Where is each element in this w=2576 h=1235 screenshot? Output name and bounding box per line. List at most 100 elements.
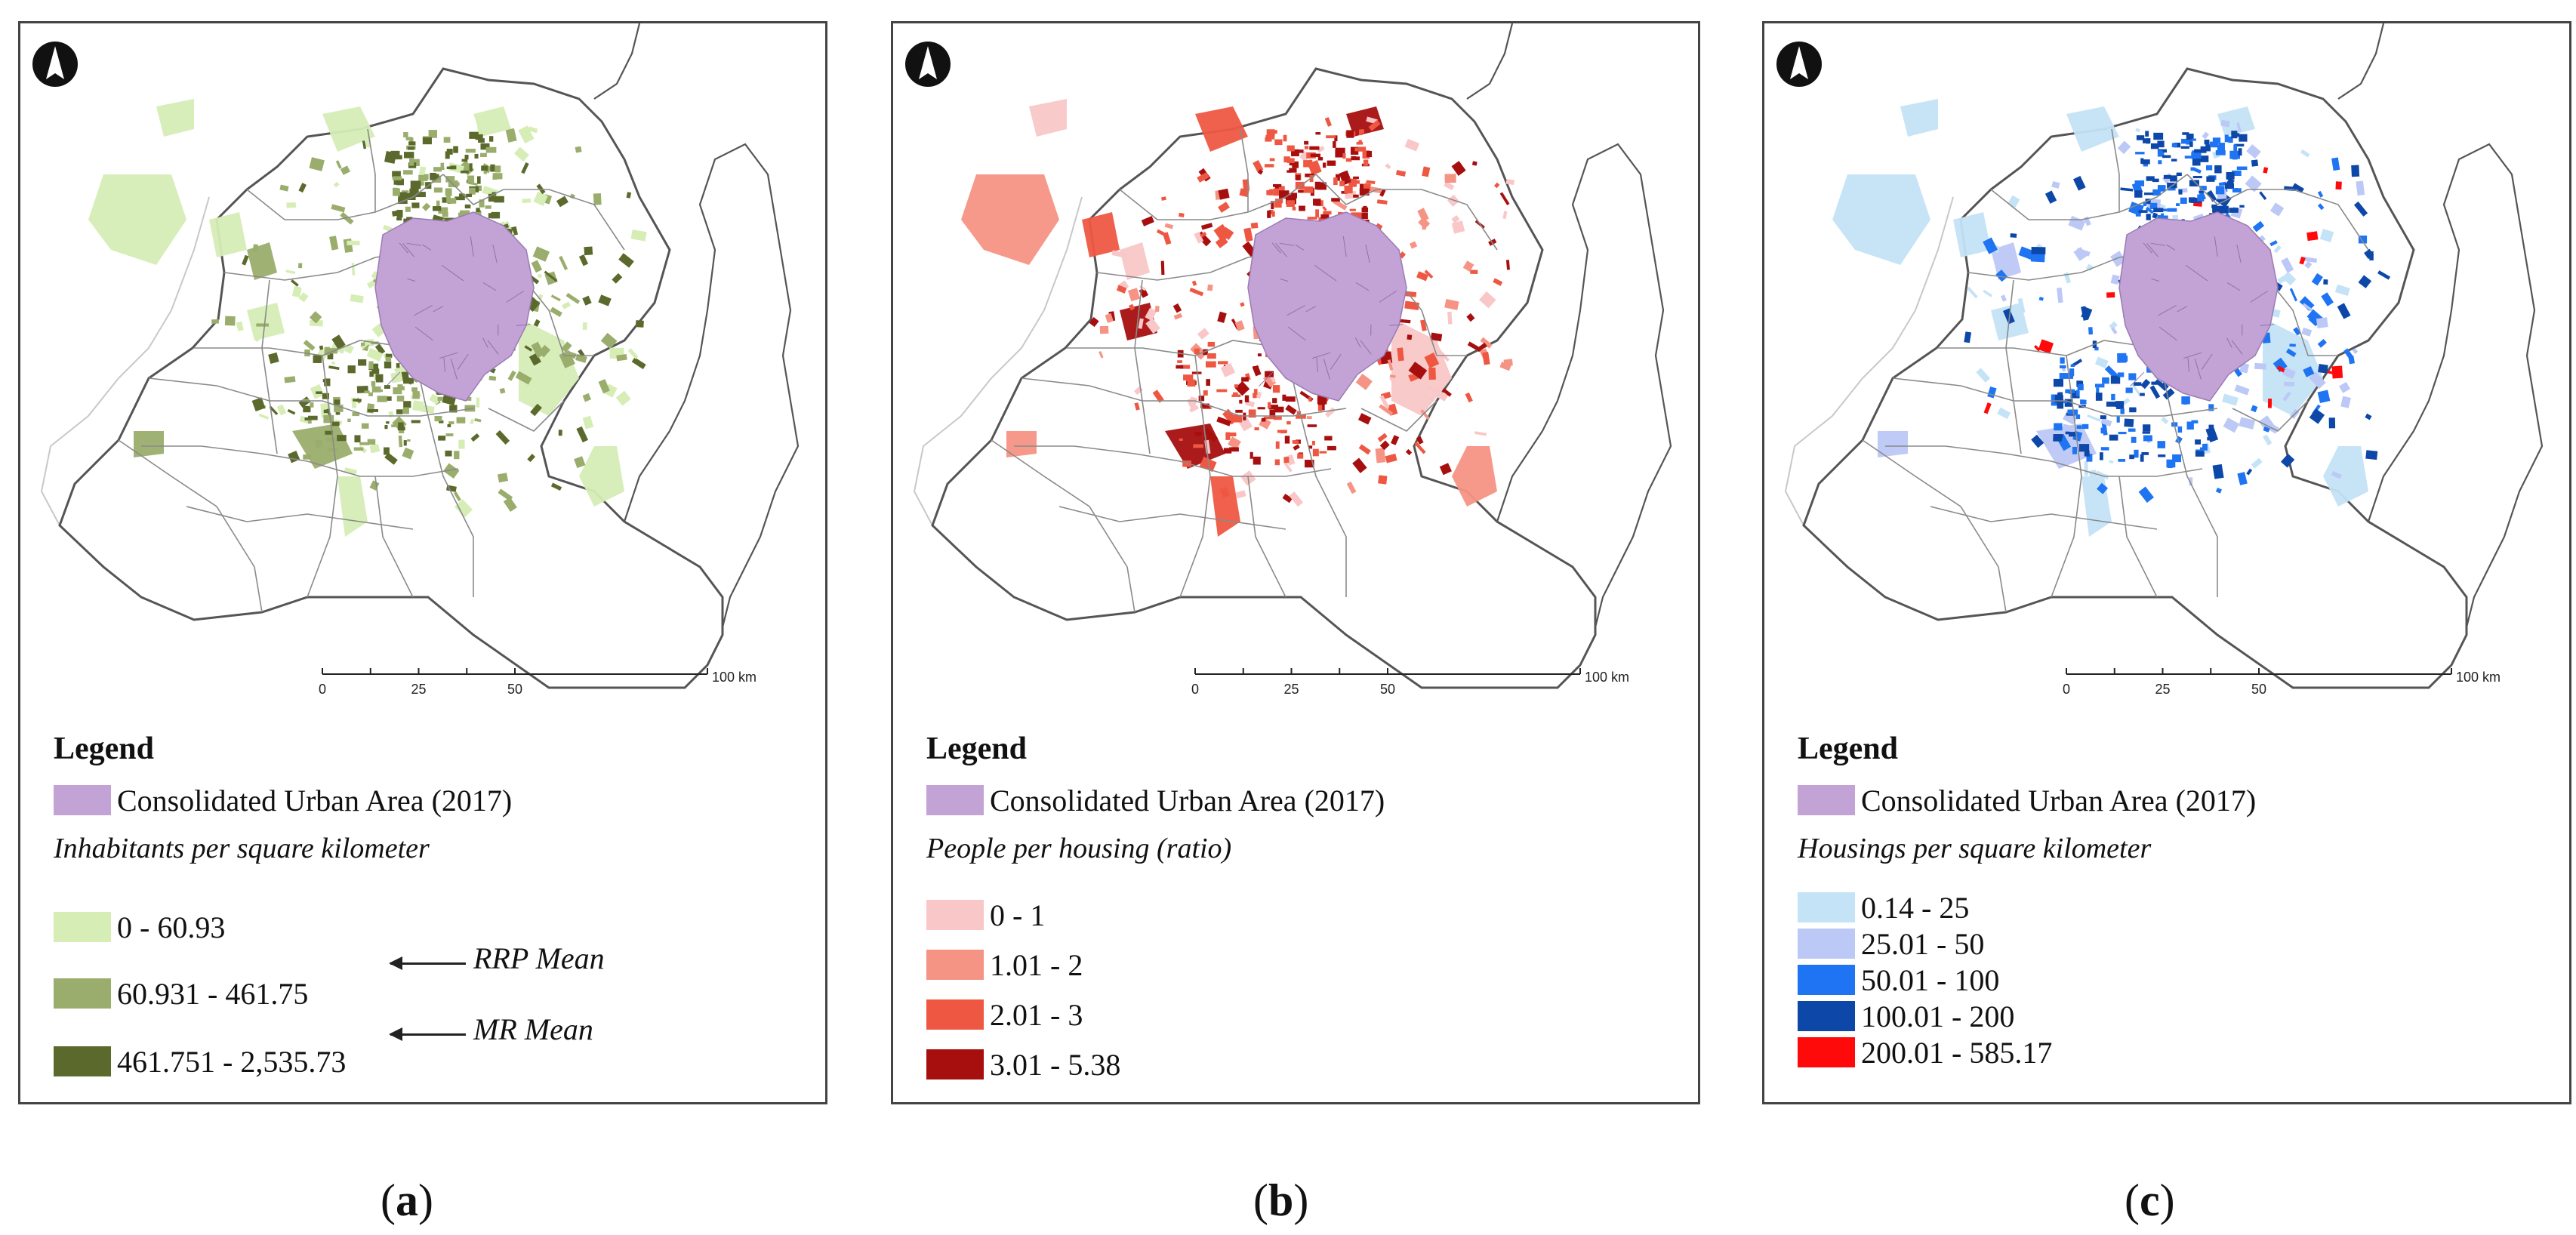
density-patch bbox=[2205, 165, 2213, 171]
legend-subtitle: People per housing (ratio) bbox=[926, 833, 1232, 864]
commune-boundary bbox=[1990, 174, 2188, 220]
density-patch bbox=[1235, 490, 1246, 499]
commune-boundary bbox=[1315, 174, 1498, 251]
density-patch bbox=[2328, 417, 2336, 429]
density-zone bbox=[1900, 99, 1938, 137]
urban-street-line bbox=[2183, 352, 2202, 359]
density-patch bbox=[384, 396, 392, 401]
swatch-class-4 bbox=[926, 1049, 984, 1079]
density-patch bbox=[335, 412, 340, 415]
scale-bar: 0 25 50 100 km bbox=[2063, 668, 2501, 697]
density-patch bbox=[2177, 426, 2183, 433]
density-patch bbox=[1493, 278, 1503, 286]
density-patch bbox=[2190, 167, 2195, 171]
density-patch bbox=[2186, 140, 2192, 145]
urban-street-line bbox=[402, 243, 414, 257]
density-patch bbox=[1304, 140, 1309, 145]
density-zone bbox=[2323, 446, 2368, 507]
frontier-line bbox=[593, 23, 800, 628]
density-patch bbox=[2331, 157, 2340, 171]
density-patch bbox=[1296, 174, 1301, 180]
density-patch bbox=[2080, 399, 2085, 405]
density-patch bbox=[566, 350, 577, 359]
legend-label-urban: Consolidated Urban Area (2017) bbox=[990, 783, 1385, 818]
density-patch bbox=[1346, 481, 1357, 494]
density-patch bbox=[631, 357, 646, 370]
density-patch bbox=[429, 393, 441, 405]
density-patch bbox=[2338, 381, 2350, 393]
density-patch bbox=[1274, 130, 1277, 134]
density-patch bbox=[527, 454, 536, 463]
density-patch bbox=[2134, 449, 2139, 458]
density-patch bbox=[2141, 451, 2149, 455]
density-patch bbox=[2280, 454, 2295, 468]
caption-c: (c) bbox=[2125, 1175, 2175, 1225]
density-patch bbox=[1253, 366, 1259, 369]
density-patch bbox=[2207, 189, 2217, 202]
density-patch bbox=[550, 294, 561, 302]
density-patch bbox=[1152, 390, 1164, 403]
density-patch bbox=[1269, 158, 1275, 162]
density-patch bbox=[2181, 396, 2190, 405]
density-patch bbox=[2294, 342, 2305, 357]
density-patch bbox=[1292, 440, 1297, 444]
legend-item-class-1: 0 - 1 bbox=[926, 895, 1045, 935]
density-patch bbox=[2136, 135, 2145, 140]
density-patch bbox=[1289, 491, 1304, 507]
density-patch bbox=[2302, 256, 2318, 263]
density-patch bbox=[408, 141, 416, 146]
density-patch bbox=[2343, 348, 2353, 359]
density-patch bbox=[445, 151, 450, 159]
urban-street-line bbox=[2231, 340, 2243, 355]
density-patch bbox=[2072, 446, 2077, 454]
density-patch bbox=[1308, 159, 1313, 168]
density-patch bbox=[2075, 390, 2080, 397]
density-patch bbox=[2214, 165, 2222, 174]
density-patch bbox=[2208, 424, 2214, 429]
density-patch bbox=[303, 340, 316, 351]
density-patch bbox=[409, 188, 419, 196]
density-patch bbox=[1983, 402, 1992, 414]
density-patch bbox=[268, 352, 279, 365]
density-patch bbox=[2070, 390, 2080, 399]
density-patch bbox=[1295, 181, 1305, 189]
density-patch bbox=[2189, 477, 2193, 486]
density-zone bbox=[1878, 431, 1908, 457]
commune-boundary bbox=[1179, 355, 1211, 598]
commune-boundary bbox=[1021, 377, 1347, 417]
density-patch bbox=[1304, 146, 1309, 149]
density-patch bbox=[1216, 416, 1231, 427]
urban-street-line bbox=[516, 324, 531, 326]
density-patch bbox=[1303, 160, 1310, 168]
density-patch bbox=[2285, 348, 2297, 358]
density-patch bbox=[474, 418, 482, 423]
density-patch bbox=[1324, 117, 1333, 127]
density-patch bbox=[1286, 170, 1291, 173]
density-patch bbox=[1264, 164, 1274, 168]
density-patch bbox=[2263, 426, 2270, 433]
density-patch bbox=[1250, 222, 1259, 229]
density-patch bbox=[242, 254, 249, 266]
density-patch bbox=[2077, 383, 2084, 391]
density-patch bbox=[384, 361, 392, 368]
neighbor-boundary bbox=[1784, 196, 1954, 526]
density-patch bbox=[1308, 396, 1312, 402]
density-zone bbox=[247, 303, 285, 340]
density-patch bbox=[1319, 451, 1327, 454]
density-patch bbox=[2100, 417, 2112, 427]
density-patch bbox=[2143, 192, 2153, 196]
density-patch bbox=[469, 187, 476, 195]
legend-label-class-4: 3.01 - 5.38 bbox=[990, 1047, 1121, 1082]
density-patch bbox=[1138, 318, 1144, 329]
density-patch bbox=[368, 363, 379, 371]
density-patch bbox=[2238, 148, 2242, 156]
density-patch bbox=[2228, 136, 2233, 143]
density-zone bbox=[1195, 106, 1248, 152]
density-patch bbox=[256, 323, 270, 327]
density-patch bbox=[2191, 420, 2199, 423]
density-patch bbox=[298, 292, 309, 303]
density-patch bbox=[2304, 260, 2313, 269]
density-patch bbox=[1269, 189, 1274, 196]
commune-boundary bbox=[1862, 439, 2007, 613]
density-patch bbox=[1391, 435, 1400, 445]
